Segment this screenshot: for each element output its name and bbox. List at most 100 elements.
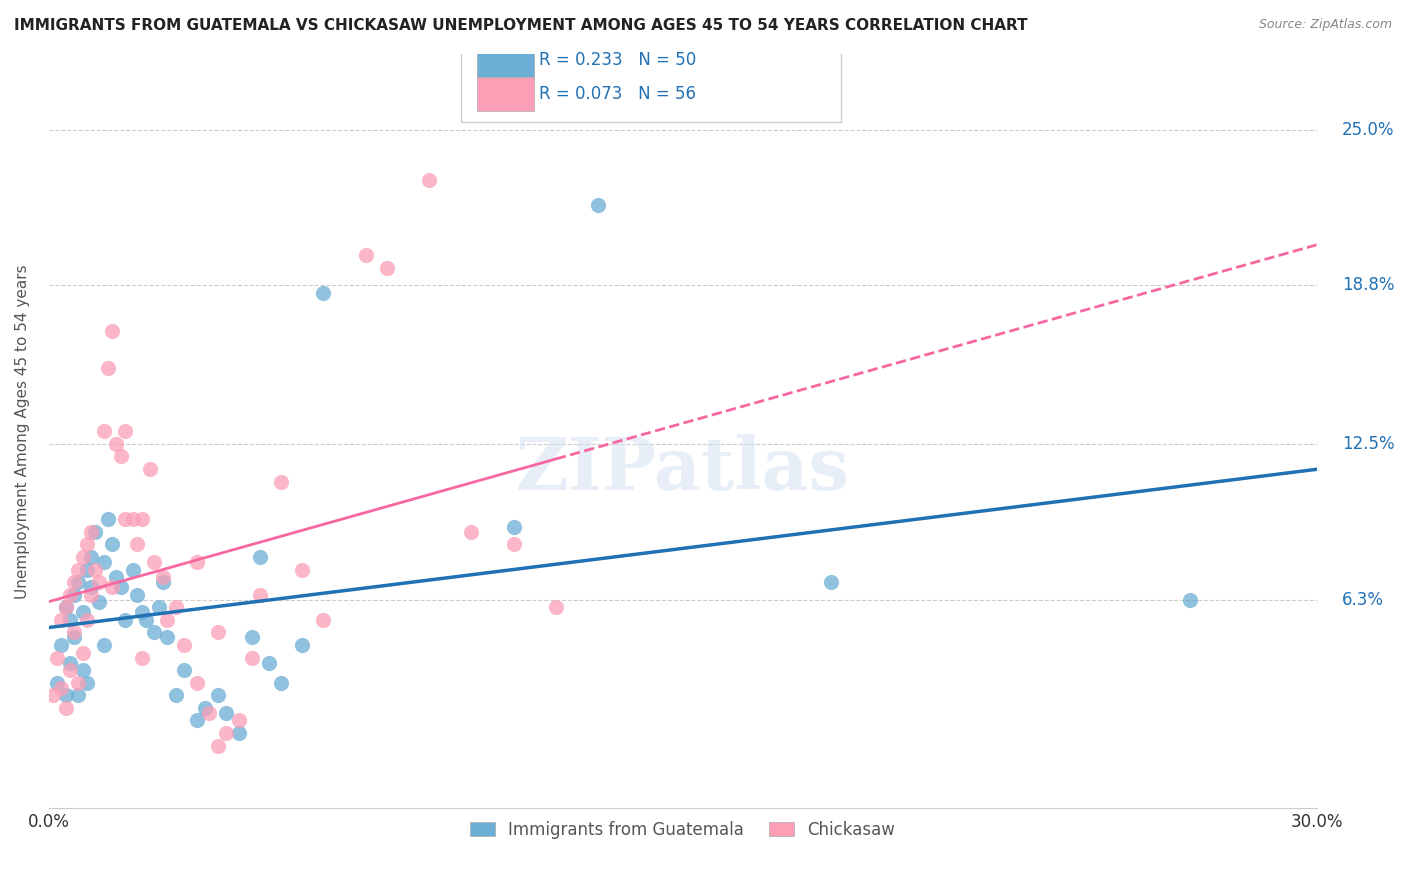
- Point: [59, 656, 82, 670]
- Point: [249, 588, 271, 602]
- Point: [186, 555, 208, 569]
- Point: [55, 600, 77, 615]
- Point: [257, 656, 280, 670]
- FancyBboxPatch shape: [461, 31, 841, 122]
- Point: [215, 706, 238, 720]
- Point: [131, 512, 153, 526]
- Point: [291, 638, 314, 652]
- Text: IMMIGRANTS FROM GUATEMALA VS CHICKASAW UNEMPLOYMENT AMONG AGES 45 TO 54 YEARS CO: IMMIGRANTS FROM GUATEMALA VS CHICKASAW U…: [14, 18, 1028, 33]
- Point: [105, 437, 128, 451]
- Point: [418, 173, 440, 187]
- Point: [122, 563, 145, 577]
- Point: [59, 613, 82, 627]
- Point: [72, 646, 94, 660]
- Point: [51, 681, 73, 695]
- Point: [84, 524, 107, 539]
- Point: [173, 663, 195, 677]
- Y-axis label: Unemployment Among Ages 45 to 54 years: Unemployment Among Ages 45 to 54 years: [15, 264, 30, 599]
- Point: [240, 650, 263, 665]
- Text: Source: ZipAtlas.com: Source: ZipAtlas.com: [1258, 18, 1392, 31]
- Point: [89, 595, 111, 609]
- Point: [186, 714, 208, 728]
- Point: [93, 555, 115, 569]
- Point: [228, 726, 250, 740]
- Point: [165, 600, 187, 615]
- Point: [122, 512, 145, 526]
- Point: [127, 588, 149, 602]
- Point: [93, 638, 115, 652]
- Point: [502, 520, 524, 534]
- Point: [67, 575, 90, 590]
- Point: [131, 650, 153, 665]
- Point: [55, 600, 77, 615]
- Point: [101, 324, 124, 338]
- Point: [460, 524, 482, 539]
- Point: [67, 688, 90, 702]
- Point: [97, 512, 120, 526]
- Point: [80, 549, 103, 564]
- Point: [270, 475, 292, 489]
- Text: R = 0.233   N = 50: R = 0.233 N = 50: [540, 51, 696, 70]
- Point: [63, 631, 86, 645]
- Point: [51, 613, 73, 627]
- FancyBboxPatch shape: [477, 77, 534, 111]
- Point: [312, 613, 335, 627]
- Point: [42, 688, 65, 702]
- Point: [55, 688, 77, 702]
- Point: [59, 663, 82, 677]
- Point: [46, 675, 69, 690]
- Point: [101, 537, 124, 551]
- Point: [131, 605, 153, 619]
- Point: [152, 570, 174, 584]
- Point: [194, 701, 217, 715]
- Point: [93, 425, 115, 439]
- Point: [249, 549, 271, 564]
- Point: [143, 625, 166, 640]
- FancyBboxPatch shape: [477, 43, 534, 77]
- Point: [110, 450, 132, 464]
- Point: [114, 613, 136, 627]
- Point: [63, 625, 86, 640]
- Point: [156, 631, 179, 645]
- Point: [375, 260, 398, 275]
- Point: [143, 555, 166, 569]
- Point: [105, 570, 128, 584]
- Point: [207, 688, 229, 702]
- Point: [165, 688, 187, 702]
- Point: [270, 675, 292, 690]
- Point: [76, 563, 98, 577]
- Point: [156, 613, 179, 627]
- Point: [135, 613, 157, 627]
- Point: [51, 638, 73, 652]
- Point: [97, 361, 120, 376]
- Point: [76, 675, 98, 690]
- Point: [198, 706, 221, 720]
- Text: R = 0.073   N = 56: R = 0.073 N = 56: [540, 85, 696, 103]
- Point: [63, 588, 86, 602]
- Point: [114, 512, 136, 526]
- Text: ZIPatlas: ZIPatlas: [516, 434, 849, 505]
- Point: [820, 575, 842, 590]
- Point: [148, 600, 170, 615]
- Point: [240, 631, 263, 645]
- Point: [55, 701, 77, 715]
- Point: [76, 613, 98, 627]
- Point: [228, 714, 250, 728]
- Text: 6.3%: 6.3%: [1341, 591, 1384, 608]
- Point: [186, 675, 208, 690]
- Point: [72, 663, 94, 677]
- Point: [127, 537, 149, 551]
- Point: [312, 286, 335, 301]
- Point: [110, 580, 132, 594]
- Point: [72, 549, 94, 564]
- Point: [139, 462, 162, 476]
- Point: [46, 650, 69, 665]
- Point: [114, 425, 136, 439]
- Point: [586, 198, 609, 212]
- Point: [215, 726, 238, 740]
- Point: [80, 580, 103, 594]
- Point: [80, 524, 103, 539]
- Point: [76, 537, 98, 551]
- Point: [89, 575, 111, 590]
- Point: [67, 675, 90, 690]
